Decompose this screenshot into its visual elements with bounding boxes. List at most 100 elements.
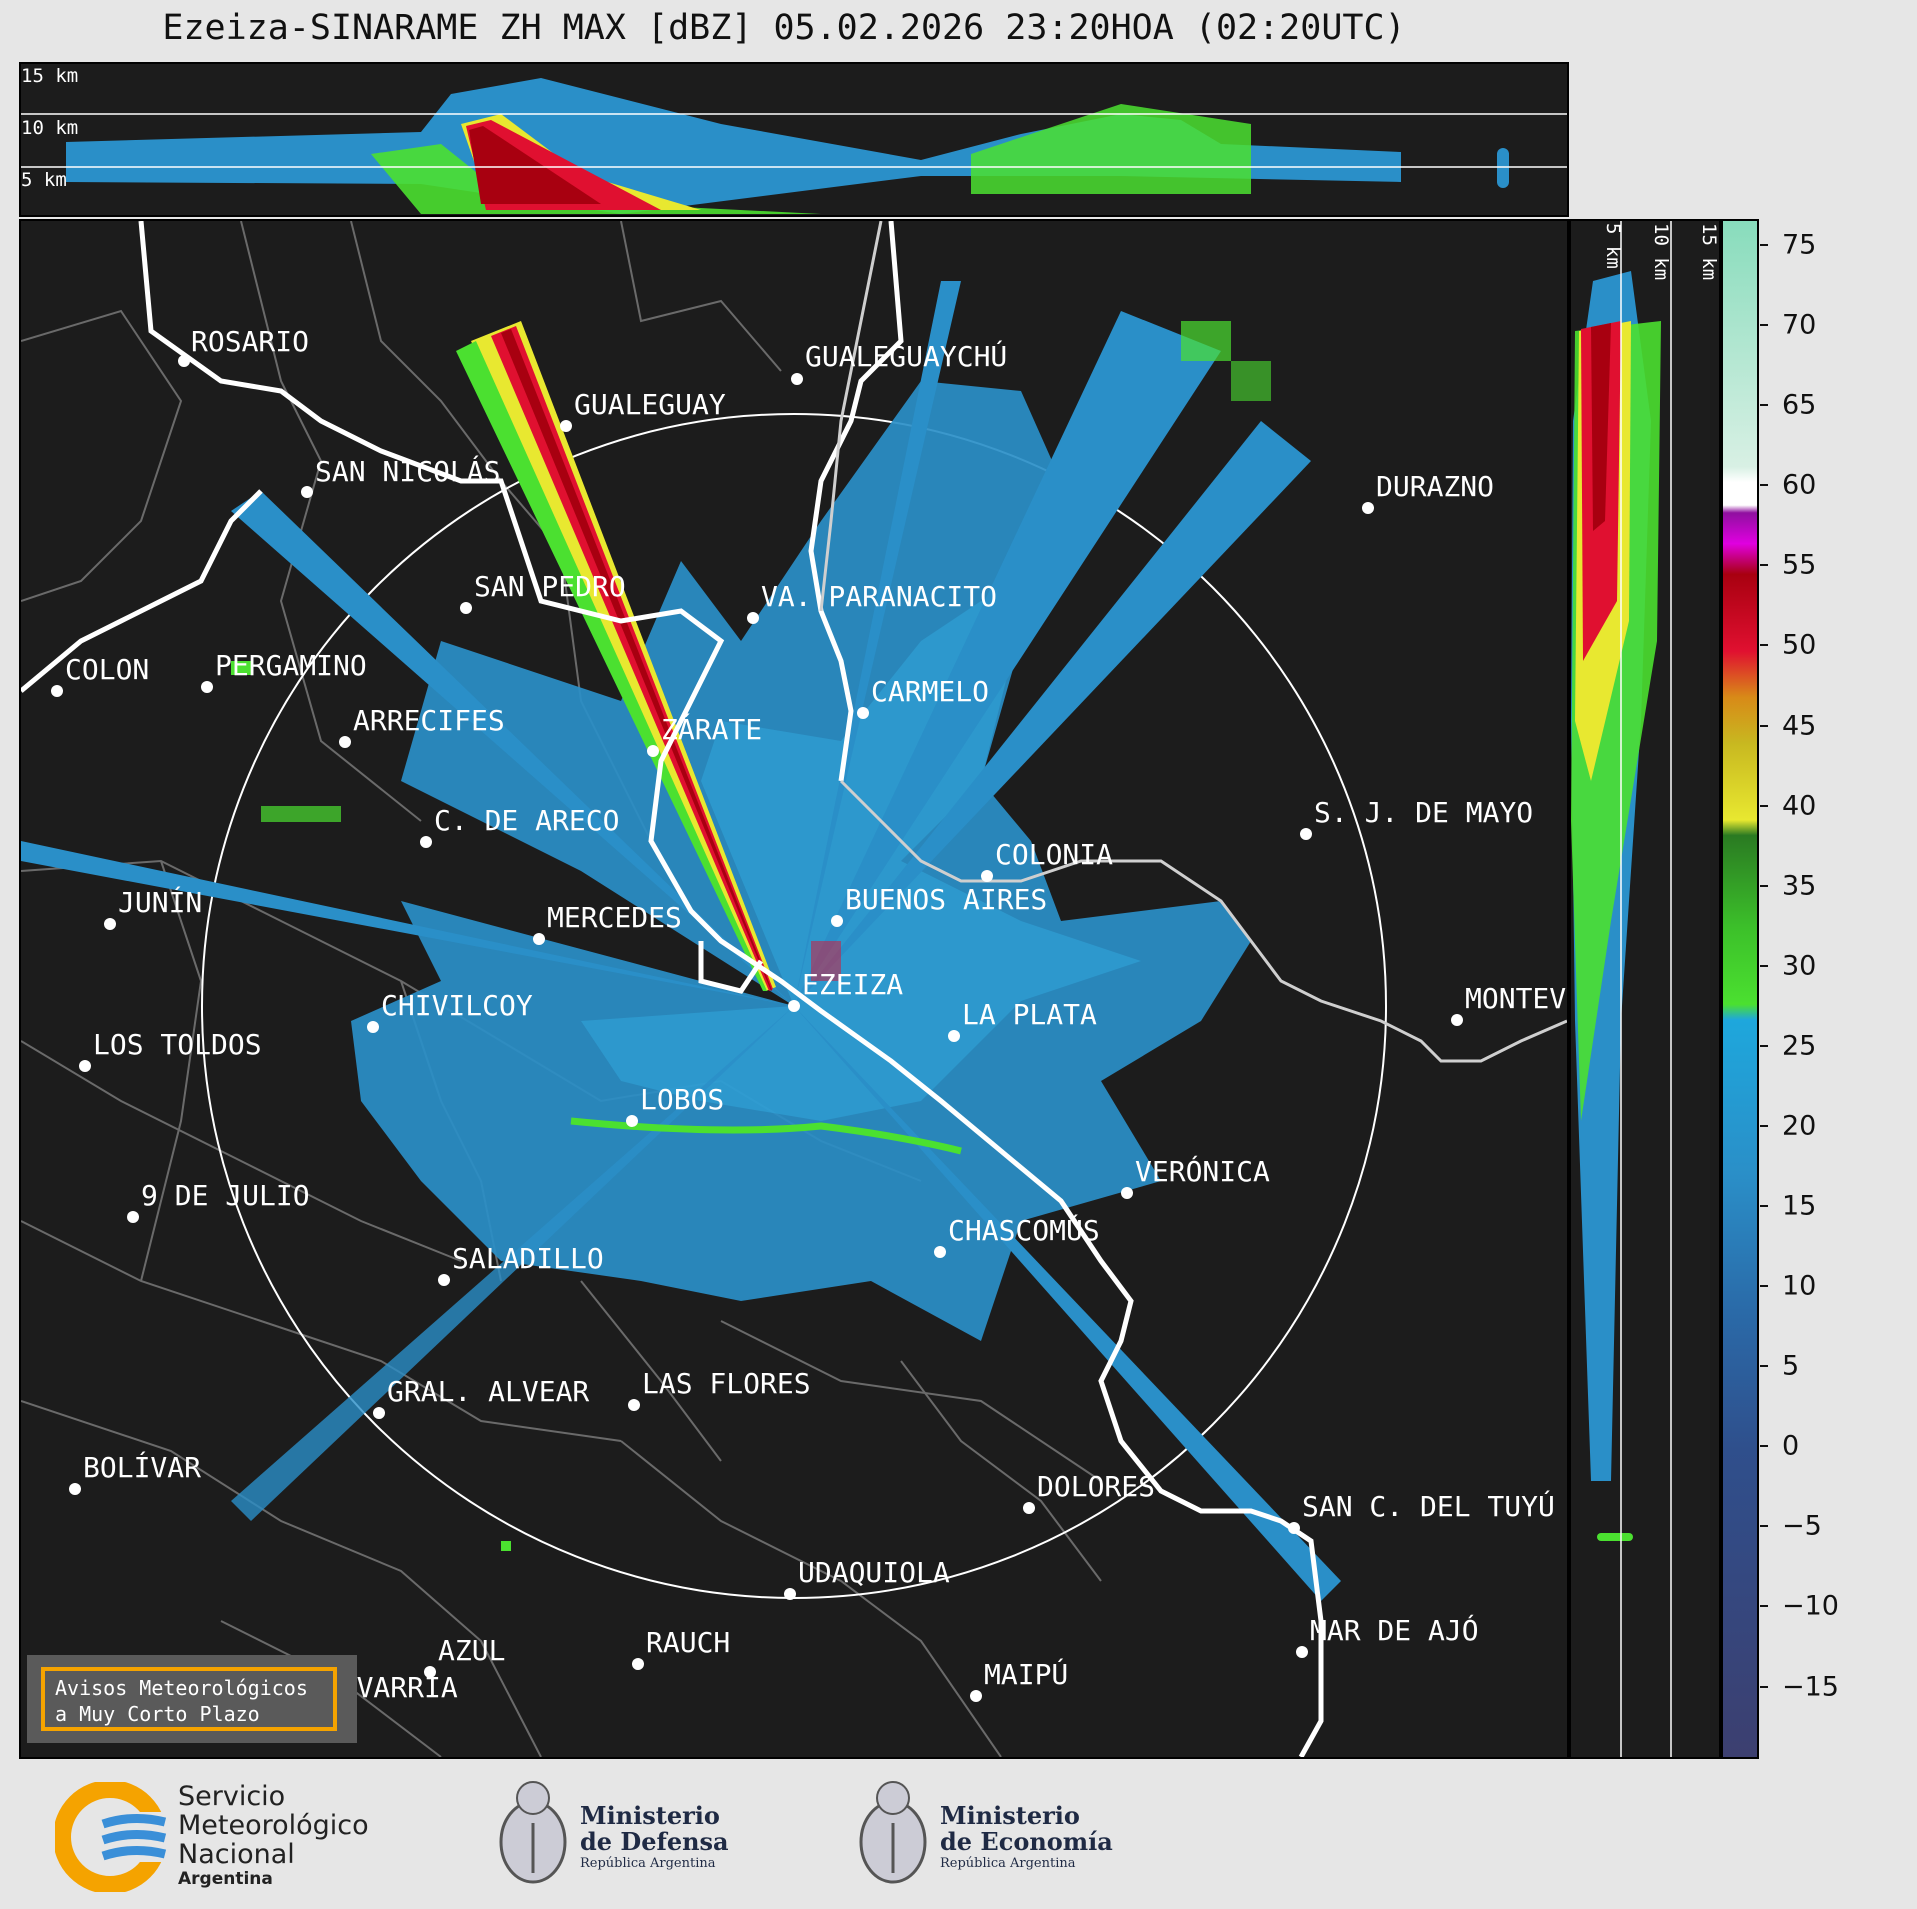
side-height-label-15km: 15 km: [1698, 223, 1719, 280]
colorbar-tick-label: 60: [1782, 469, 1817, 501]
city-label: SAN PEDRO: [474, 570, 626, 603]
uruguay-coast: [819, 221, 1567, 1063]
city-label: 9 DE JULIO: [141, 1179, 310, 1212]
colorbar-tick-label: 55: [1782, 549, 1817, 581]
smn-line3: Nacional: [178, 1839, 295, 1870]
colorbar-tick: [1760, 244, 1768, 247]
city-label: MONTEV: [1465, 982, 1566, 1015]
city-label: COLON: [65, 653, 149, 686]
colorbar-tick-label: 75: [1782, 229, 1817, 261]
colorbar-tick: [1760, 964, 1768, 967]
colorbar-tick: [1760, 1525, 1768, 1528]
coastline: [21, 221, 1324, 1757]
colorbar-gradient: [1723, 221, 1757, 1757]
top-echo-band: [66, 78, 1509, 214]
smn-line1: Servicio: [178, 1781, 286, 1812]
city-label: RAUCH: [646, 1626, 730, 1659]
colorbar-tick-label: 35: [1782, 870, 1817, 902]
colorbar-tick-label: 20: [1782, 1110, 1817, 1142]
city-label: BUENOS AIRES: [845, 883, 1047, 916]
city-label: LOBOS: [640, 1083, 724, 1116]
city-label: ARRECIFES: [353, 704, 505, 737]
city-label: CHASCOMÚS: [948, 1213, 1100, 1247]
argentina-seal-icon: [859, 1781, 927, 1884]
colorbar-tick-label: 15: [1782, 1190, 1817, 1222]
city-label: MAR DE AJÓ: [1310, 1613, 1479, 1647]
smn-line2: Meteorológico: [178, 1810, 369, 1841]
colorbar-tick: [1760, 1205, 1768, 1208]
side-height-label-5km: 5 km: [1602, 223, 1624, 269]
colorbar-tick: [1760, 724, 1768, 727]
city-label: LAS FLORES: [642, 1367, 811, 1400]
colorbar-tick-label: 50: [1782, 629, 1817, 661]
city-label: LOS TOLDOS: [93, 1028, 262, 1061]
city-label: SAN NICOLÁS: [315, 454, 500, 488]
colorbar-tick: [1760, 1124, 1768, 1127]
colorbar-tick: [1760, 1044, 1768, 1047]
city-label: ROSARIO: [191, 325, 309, 358]
colorbar-tick: [1760, 324, 1768, 327]
colorbar-tick-label: 30: [1782, 950, 1817, 982]
radar-map[interactable]: ROSARIO GUALEGUAYCHÚ GUALEGUAY SAN NICOL…: [19, 219, 1569, 1759]
city-label: GRAL. ALVEAR: [387, 1375, 589, 1408]
city-label: SAN C. DEL TUYÚ: [1302, 1489, 1555, 1523]
city-label: MAIPÚ: [984, 1657, 1068, 1691]
colorbar-tick-label: 10: [1782, 1270, 1817, 1302]
side-cross-section: 5 km 10 km 15 km: [1569, 219, 1721, 1759]
city-label: EZEIZA: [802, 968, 903, 1001]
defensa-line2: de Defensa: [580, 1827, 729, 1856]
alert-line2: a Muy Corto Plazo: [55, 1702, 260, 1726]
city-label: GUALEGUAY: [574, 388, 726, 421]
defensa-line3: República Argentina: [580, 1856, 716, 1871]
argentina-seal-icon: [499, 1781, 567, 1884]
city-label: LA PLATA: [962, 998, 1097, 1031]
side-echo-band: [1571, 271, 1661, 1541]
city-label: VA. PARANACITO: [761, 580, 997, 613]
economia-line3: República Argentina: [940, 1856, 1076, 1871]
city-label: CHIVILCOY: [381, 989, 533, 1022]
colorbar-tick: [1760, 1285, 1768, 1288]
city-label: C. DE ARECO: [434, 804, 619, 837]
city-label: DOLORES: [1037, 1470, 1155, 1503]
product-title: Ezeiza-SINARAME ZH MAX [dBZ] 05.02.2026 …: [162, 8, 1406, 48]
colorbar-tick: [1760, 1365, 1768, 1368]
radar-echoes: [21, 281, 1341, 1601]
side-height-label-10km: 10 km: [1650, 223, 1672, 280]
colorbar-tick-label: 70: [1782, 309, 1817, 341]
colorbar-tick-label: 5: [1782, 1350, 1800, 1382]
city-label: DURAZNO: [1376, 470, 1494, 503]
city-label: MERCEDES: [547, 901, 682, 934]
city-labels: ROSARIO GUALEGUAYCHÚ GUALEGUAY SAN NICOL…: [65, 325, 1566, 1704]
economia-line1: Ministerio: [940, 1801, 1080, 1830]
alert-line1: Avisos Meteorológicos: [55, 1676, 308, 1700]
colorbar-tick: [1760, 564, 1768, 567]
colorbar-tick: [1760, 644, 1768, 647]
city-label: CARMELO: [871, 675, 989, 708]
colorbar-tick-label: −5: [1782, 1510, 1822, 1542]
city-label: ZÁRATE: [661, 712, 762, 746]
city-label: UDAQUIOLA: [798, 1556, 950, 1589]
city-markers: [51, 355, 1463, 1715]
city-label: BOLÍVAR: [83, 1450, 201, 1484]
colorbar-tick: [1760, 1445, 1768, 1448]
colorbar-tick: [1760, 884, 1768, 887]
height-label-15km: 15 km: [21, 65, 78, 87]
city-label: COLONIA: [995, 838, 1113, 871]
alert-box[interactable]: Avisos Meteorológicos a Muy Corto Plazo: [27, 1655, 357, 1743]
city-label: GUALEGUAYCHÚ: [805, 339, 1007, 373]
city-label: S. J. DE MAYO: [1314, 796, 1533, 829]
smn-logo-icon: [55, 1782, 185, 1892]
colorbar-tick-label: 65: [1782, 389, 1817, 421]
city-label: VERÓNICA: [1135, 1154, 1270, 1188]
colorbar: [1721, 219, 1759, 1759]
city-label: AZUL: [438, 1634, 505, 1667]
colorbar-tick-label: 25: [1782, 1030, 1817, 1062]
colorbar-tick: [1760, 484, 1768, 487]
colorbar-tick-label: 45: [1782, 710, 1817, 742]
colorbar-tick: [1760, 804, 1768, 807]
colorbar-tick-label: −15: [1782, 1671, 1839, 1703]
colorbar-tick: [1760, 1685, 1768, 1688]
smn-line4: Argentina: [178, 1869, 273, 1889]
city-label: JUNÍN: [118, 885, 202, 919]
economia-line2: de Economía: [940, 1827, 1113, 1856]
